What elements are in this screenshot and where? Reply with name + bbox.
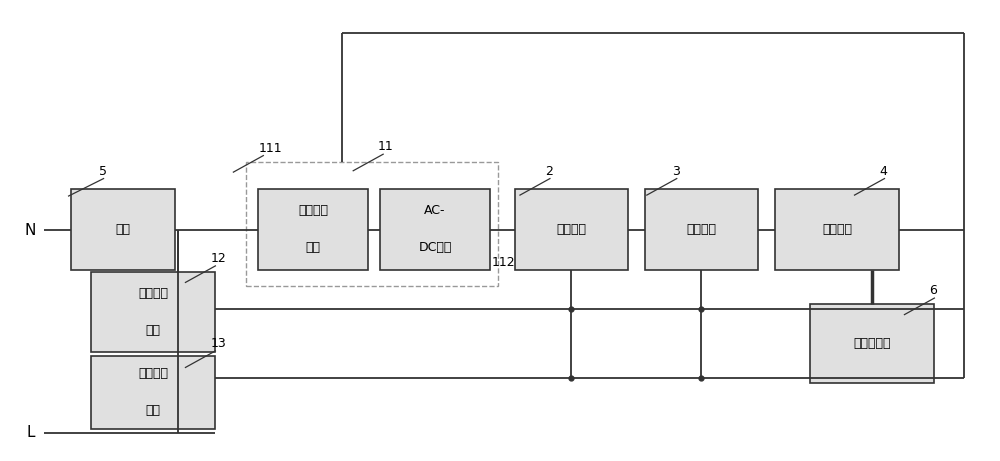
Bar xyxy=(380,189,490,270)
Text: 111: 111 xyxy=(258,142,282,154)
Text: 112: 112 xyxy=(492,256,516,269)
Text: 2: 2 xyxy=(545,165,553,177)
Bar xyxy=(810,304,934,383)
Text: AC-: AC- xyxy=(424,205,446,218)
Text: 电路: 电路 xyxy=(145,324,160,337)
Text: 12: 12 xyxy=(210,252,226,265)
Text: 负载: 负载 xyxy=(116,223,131,236)
Text: 储能单元: 储能单元 xyxy=(686,223,716,236)
Text: 4: 4 xyxy=(879,165,887,177)
Text: 6: 6 xyxy=(929,284,937,297)
Bar xyxy=(515,189,628,270)
Text: 串行取电: 串行取电 xyxy=(138,367,168,380)
Text: 第一开关: 第一开关 xyxy=(138,287,168,300)
Text: N: N xyxy=(25,223,36,238)
Text: 3: 3 xyxy=(672,165,680,177)
Text: L: L xyxy=(26,425,35,440)
Text: 电路: 电路 xyxy=(306,241,321,254)
Text: 人体传感器: 人体传感器 xyxy=(853,337,891,350)
Text: 微处理器: 微处理器 xyxy=(822,223,852,236)
Text: 电子开关: 电子开关 xyxy=(298,205,328,218)
Bar xyxy=(91,272,215,352)
Text: 11: 11 xyxy=(378,140,394,154)
Bar xyxy=(775,189,899,270)
Bar xyxy=(645,189,758,270)
Bar xyxy=(258,189,368,270)
Text: 电路: 电路 xyxy=(145,404,160,417)
Bar xyxy=(246,161,498,286)
Bar xyxy=(71,189,175,270)
Text: 13: 13 xyxy=(210,337,226,350)
Text: DC电路: DC电路 xyxy=(418,241,452,254)
Text: 充电模块: 充电模块 xyxy=(556,223,586,236)
Bar xyxy=(91,355,215,429)
Text: 5: 5 xyxy=(99,165,107,177)
